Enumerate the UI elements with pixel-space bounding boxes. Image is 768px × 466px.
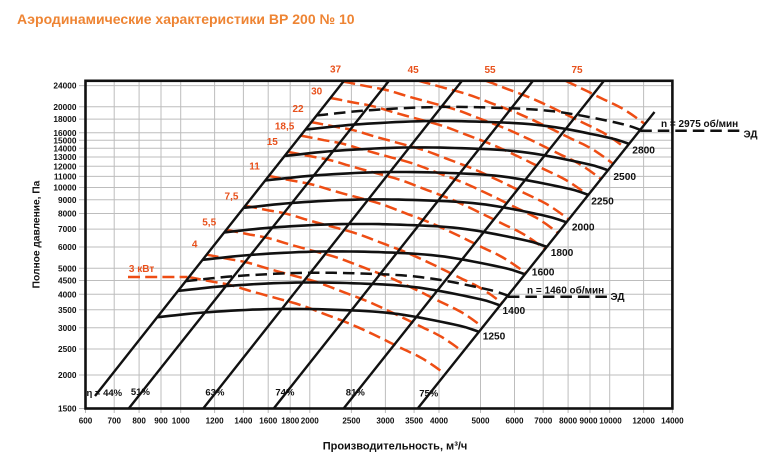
svg-text:8000: 8000 [58, 209, 77, 219]
svg-text:30: 30 [311, 86, 323, 97]
svg-text:1800: 1800 [551, 248, 574, 259]
svg-text:4500: 4500 [58, 276, 77, 286]
svg-text:7000: 7000 [534, 417, 553, 426]
svg-text:16000: 16000 [53, 128, 76, 138]
svg-text:ЭД: ЭД [744, 129, 758, 140]
svg-text:81%: 81% [346, 388, 366, 399]
svg-text:24000: 24000 [53, 81, 76, 91]
svg-text:ЭД: ЭД [611, 292, 625, 303]
svg-text:14000: 14000 [661, 417, 684, 426]
svg-text:18,5: 18,5 [275, 121, 295, 132]
svg-text:4: 4 [192, 240, 198, 251]
svg-text:Производительность, м³/ч: Производительность, м³/ч [323, 441, 468, 453]
svg-text:1000: 1000 [172, 417, 191, 426]
svg-text:1600: 1600 [259, 417, 278, 426]
svg-text:2000: 2000 [572, 223, 595, 234]
svg-text:15000: 15000 [53, 135, 76, 145]
svg-text:n = 1460 об/мин: n = 1460 об/мин [527, 284, 604, 296]
svg-text:9000: 9000 [58, 195, 77, 205]
svg-text:10000: 10000 [599, 417, 622, 426]
svg-text:12000: 12000 [53, 161, 76, 171]
svg-text:2500: 2500 [58, 344, 77, 354]
svg-text:74%: 74% [275, 388, 295, 399]
svg-text:1500: 1500 [58, 404, 77, 414]
svg-text:6000: 6000 [58, 242, 77, 252]
svg-text:1400: 1400 [503, 306, 526, 317]
svg-text:1400: 1400 [234, 417, 253, 426]
svg-text:37: 37 [330, 65, 342, 76]
svg-text:5000: 5000 [471, 417, 490, 426]
svg-text:Полное давление, Па: Полное давление, Па [32, 180, 43, 288]
svg-text:75: 75 [571, 65, 583, 76]
svg-text:45: 45 [408, 65, 420, 76]
svg-text:11: 11 [249, 162, 260, 173]
svg-text:900: 900 [154, 417, 168, 426]
svg-text:2800: 2800 [632, 146, 655, 157]
svg-text:63%: 63% [205, 388, 225, 399]
svg-text:2500: 2500 [342, 417, 361, 426]
svg-text:1800: 1800 [281, 417, 300, 426]
svg-text:2500: 2500 [613, 172, 636, 183]
svg-text:η = 44%: η = 44% [86, 388, 122, 399]
svg-text:Аэродинамические характеристик: Аэродинамические характеристики ВР 200 №… [17, 11, 355, 27]
svg-text:600: 600 [79, 417, 93, 426]
svg-text:9000: 9000 [579, 417, 598, 426]
svg-text:4000: 4000 [430, 417, 449, 426]
svg-text:12000: 12000 [632, 417, 655, 426]
svg-text:6000: 6000 [505, 417, 524, 426]
svg-text:8000: 8000 [559, 417, 578, 426]
svg-text:3500: 3500 [58, 305, 77, 315]
svg-text:1200: 1200 [206, 417, 225, 426]
svg-text:2000: 2000 [301, 417, 320, 426]
svg-text:n = 2975 об/мин: n = 2975 об/мин [661, 118, 738, 130]
svg-text:11000: 11000 [54, 171, 77, 181]
svg-text:4000: 4000 [58, 289, 77, 299]
svg-text:51%: 51% [131, 387, 151, 398]
svg-text:7000: 7000 [58, 224, 77, 234]
svg-text:18000: 18000 [53, 114, 76, 124]
svg-text:2000: 2000 [58, 370, 77, 380]
svg-text:55: 55 [484, 65, 496, 76]
svg-text:20000: 20000 [53, 102, 76, 112]
svg-text:3 кВт: 3 кВт [129, 264, 154, 275]
svg-text:14000: 14000 [53, 143, 76, 153]
svg-text:5000: 5000 [58, 263, 77, 273]
svg-text:75%: 75% [419, 389, 439, 400]
svg-text:1250: 1250 [483, 332, 506, 343]
svg-text:13000: 13000 [53, 152, 76, 162]
svg-text:800: 800 [132, 417, 146, 426]
svg-text:3000: 3000 [58, 323, 77, 333]
svg-text:10000: 10000 [53, 183, 76, 193]
svg-text:1600: 1600 [532, 268, 555, 279]
svg-text:22: 22 [292, 104, 304, 115]
svg-text:15: 15 [267, 137, 279, 148]
svg-text:2250: 2250 [591, 197, 614, 208]
svg-text:3500: 3500 [405, 417, 424, 426]
svg-text:5,5: 5,5 [202, 217, 216, 228]
svg-text:3000: 3000 [376, 417, 395, 426]
svg-text:700: 700 [107, 417, 121, 426]
svg-text:7,5: 7,5 [225, 191, 239, 202]
